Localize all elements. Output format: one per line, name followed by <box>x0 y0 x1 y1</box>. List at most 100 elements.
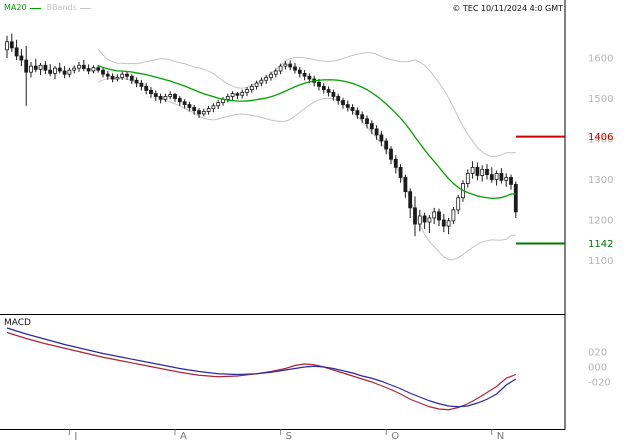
candle-body <box>413 207 417 225</box>
candle-body <box>288 63 293 68</box>
candle-body <box>398 166 403 178</box>
candle-body <box>14 47 19 57</box>
ma20-line <box>97 65 516 199</box>
candle-body <box>105 73 110 77</box>
resistance-level-label: 1406 <box>588 132 613 143</box>
candle-body <box>29 65 33 73</box>
candle-body <box>192 107 197 112</box>
candle-body <box>389 148 393 160</box>
candle-body <box>120 73 125 78</box>
candle-body <box>81 64 86 69</box>
candle-body <box>249 85 254 90</box>
candle-body <box>408 191 413 209</box>
candle-body <box>451 209 456 222</box>
candle-body <box>297 69 302 74</box>
macd-signal-line <box>6 327 517 408</box>
support-level-label: 1142 <box>588 239 613 250</box>
candle-body <box>201 111 206 115</box>
candle-body <box>432 211 437 219</box>
candle-body <box>379 134 384 142</box>
legend-item-bbands: BBands <box>47 3 91 13</box>
candle-body <box>19 55 24 61</box>
month-label: O <box>391 431 399 440</box>
price-tick-label: 1100 <box>588 256 613 267</box>
candle-body <box>129 75 134 81</box>
candle-body <box>86 68 91 72</box>
macd-tick-label: 000 <box>588 363 607 374</box>
price-tick-label: 1300 <box>588 175 613 186</box>
candle-body <box>456 197 461 211</box>
candle-body <box>173 94 177 99</box>
candle-body <box>91 67 96 72</box>
candle-body <box>417 215 422 225</box>
candle-body <box>245 89 249 93</box>
candle-body <box>355 110 360 116</box>
candle-body <box>163 96 168 100</box>
candle-body <box>360 114 365 120</box>
bollinger-lower-line <box>97 77 516 261</box>
bollinger-upper-line <box>97 49 516 158</box>
candle-body <box>225 96 230 100</box>
candle-body <box>441 219 446 227</box>
candle-body <box>336 96 341 101</box>
candle-body <box>485 168 489 176</box>
candle-body <box>494 173 499 180</box>
candle-body <box>273 70 278 75</box>
candle-body <box>480 168 485 176</box>
legend-item-ma20: MA20 <box>4 3 41 13</box>
candle-body <box>278 65 283 72</box>
legend: MA20 BBands <box>4 3 91 13</box>
legend-label-bbands: BBands <box>46 3 77 12</box>
candle-body <box>326 89 331 93</box>
candle-body <box>149 90 153 95</box>
candle-body <box>331 92 336 97</box>
candle-body <box>53 67 57 74</box>
candle-body <box>206 108 211 112</box>
ma20-line-swatch-icon <box>29 7 41 9</box>
candle-body <box>5 41 9 51</box>
price-tick-label: 1400 <box>588 135 613 146</box>
month-label: N <box>497 431 504 440</box>
candle-body <box>101 69 105 75</box>
candle-body <box>216 102 221 107</box>
month-label: A <box>180 431 187 440</box>
candle-body <box>72 67 77 71</box>
candle-body <box>43 64 48 71</box>
candle-body <box>321 85 326 90</box>
candle-body <box>177 98 182 103</box>
macd-tick-label: -020 <box>588 378 611 389</box>
candle-body <box>317 81 321 87</box>
candle-body <box>350 107 355 112</box>
macd-tick-label: 020 <box>588 348 607 359</box>
candle-body <box>168 94 173 97</box>
candle-body <box>134 79 139 84</box>
candle-body <box>259 79 264 84</box>
candle-body <box>499 173 504 181</box>
bbands-line-swatch-icon <box>79 7 91 9</box>
candle-body <box>475 166 480 176</box>
candle-body <box>465 173 470 184</box>
copyright-text: © TEC 10/11/2024 4:0 GMT <box>452 4 563 13</box>
candle-body <box>96 67 101 71</box>
candle-body <box>211 105 216 110</box>
candle-body <box>24 59 29 73</box>
candle-body <box>307 75 312 80</box>
candle-body <box>235 93 240 96</box>
candle-body <box>374 128 379 136</box>
candle-body <box>393 158 398 168</box>
candle-body <box>269 73 273 78</box>
candle-body <box>341 100 345 105</box>
month-label: S <box>286 431 292 440</box>
candle-body <box>489 174 494 180</box>
candle-body <box>182 101 187 105</box>
candle-body <box>158 96 163 100</box>
candle-body <box>504 177 509 181</box>
candle-body <box>115 77 120 80</box>
price-tick-label: 1500 <box>588 94 613 105</box>
candle-body <box>139 82 144 87</box>
candle-body <box>125 73 129 77</box>
candle-body <box>403 177 408 193</box>
candle-body <box>67 69 72 75</box>
candle-body <box>153 93 158 97</box>
